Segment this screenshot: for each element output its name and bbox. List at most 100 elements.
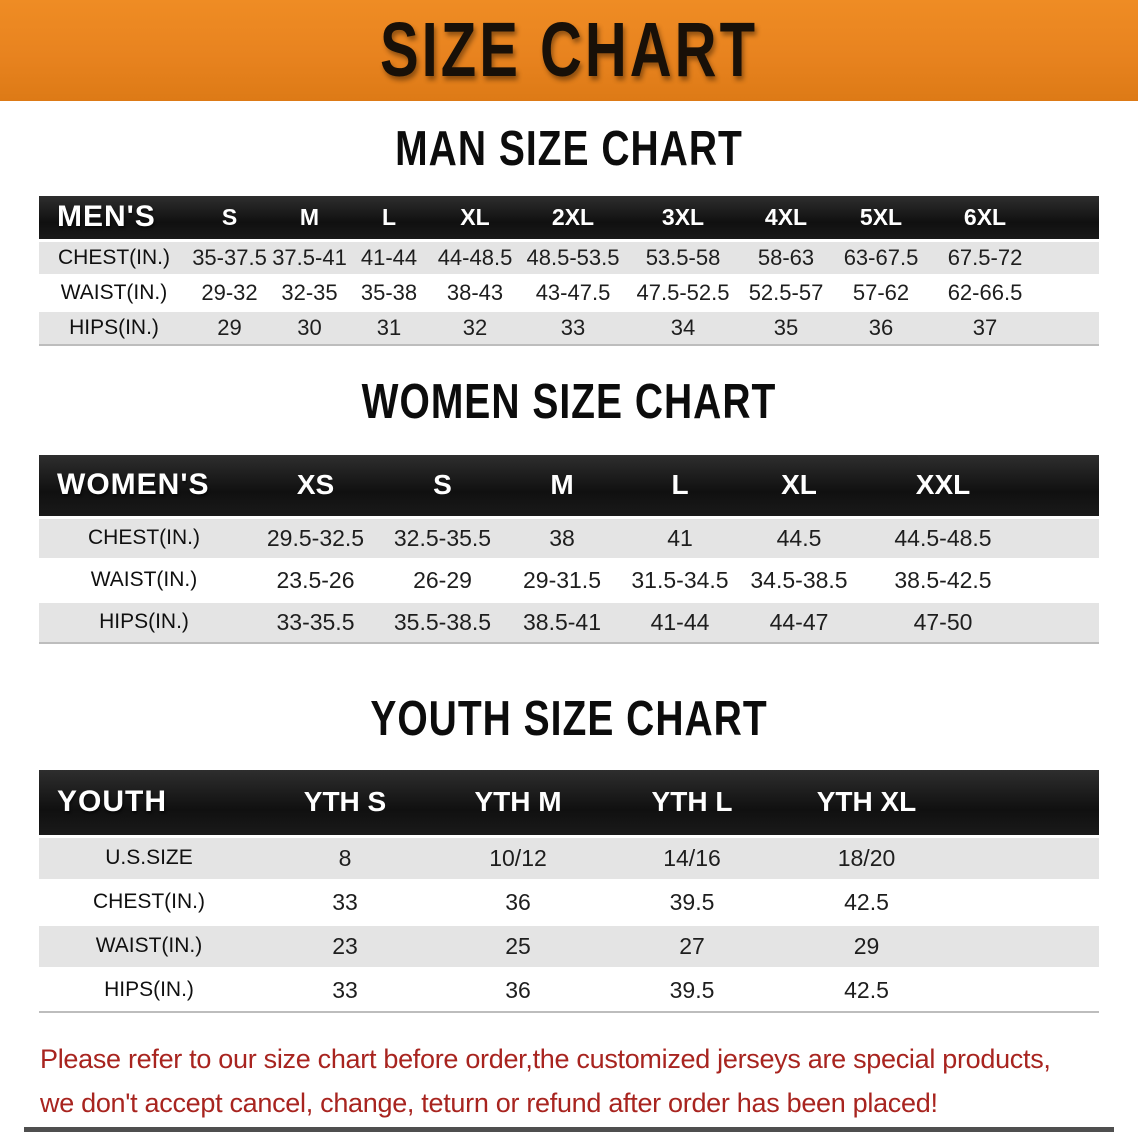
youth-section-title: YOUTH SIZE CHART — [0, 693, 1138, 747]
size-value: 36 — [505, 976, 531, 1003]
spacer-cell — [1027, 601, 1099, 643]
women-header-row: WOMEN'S XS S M L XL XXL — [39, 455, 1099, 517]
size-value: 29.5-32.5 — [266, 524, 365, 551]
table-row: CHEST(IN.) 35-37.5 37.5-41 41-44 44-48.5… — [39, 240, 1099, 275]
col-header: 5XL — [859, 203, 903, 230]
col-header: XXL — [915, 469, 971, 501]
size-value: 33-35.5 — [276, 608, 355, 635]
col-header: M — [550, 469, 574, 501]
size-value: 26-29 — [413, 566, 472, 593]
size-value: 36 — [868, 314, 894, 340]
size-value: 37 — [972, 314, 998, 340]
size-value: 38-43 — [446, 279, 504, 305]
spacer-cell — [1039, 275, 1099, 310]
size-value: 39.5 — [669, 888, 715, 915]
size-value: 32-35 — [281, 279, 338, 305]
table-row: CHEST(IN.) 29.5-32.5 32.5-35.5 38 41 44.… — [39, 517, 1099, 559]
table-row: HIPS(IN.) 33-35.5 35.5-38.5 38.5-41 41-4… — [39, 601, 1099, 643]
size-value: 34.5-38.5 — [750, 566, 848, 593]
size-value: 32 — [462, 314, 488, 340]
row-label: WAIST(IN.) — [95, 934, 203, 957]
size-value: 44.5-48.5 — [894, 524, 992, 551]
size-value: 23.5-26 — [276, 566, 355, 593]
table-row: WAIST(IN.) 23.5-26 26-29 29-31.5 31.5-34… — [39, 559, 1099, 601]
size-value: 58-63 — [757, 244, 815, 270]
size-value: 35-37.5 — [192, 244, 267, 270]
spacer-cell — [1039, 240, 1099, 275]
size-value: 38.5-42.5 — [894, 566, 992, 593]
row-label: CHEST(IN.) — [88, 526, 200, 549]
size-value: 48.5-53.5 — [526, 244, 620, 270]
size-value: 47-50 — [913, 608, 973, 635]
col-header: XL — [781, 469, 817, 501]
table-row: HIPS(IN.) 29 30 31 32 33 34 35 36 37 — [39, 310, 1099, 345]
spacer-cell — [954, 880, 1099, 924]
row-label: HIPS(IN.) — [99, 610, 189, 634]
youth-size-table: YOUTH YTH S YTH M YTH L YTH XL U.S.SIZE … — [39, 770, 1099, 1013]
note-line-1: Please refer to our size chart before or… — [40, 1044, 1051, 1074]
spacer-cell — [1039, 196, 1099, 240]
size-value: 14/16 — [663, 844, 721, 871]
size-value: 57-62 — [852, 279, 910, 305]
size-value: 62-66.5 — [947, 279, 1023, 305]
col-header: L — [381, 203, 397, 230]
row-label: CHEST(IN.) — [93, 890, 205, 913]
size-value: 32.5-35.5 — [393, 524, 492, 551]
size-value: 10/12 — [489, 844, 547, 871]
size-value: 18/20 — [837, 844, 896, 871]
size-value: 36 — [505, 888, 531, 915]
table-row: HIPS(IN.) 33 36 39.5 42.5 — [39, 968, 1099, 1012]
women-section-title-text: WOMEN SIZE CHART — [361, 375, 777, 430]
table-row: WAIST(IN.) 29-32 32-35 35-38 38-43 43-47… — [39, 275, 1099, 310]
spacer-cell — [1027, 517, 1099, 559]
note-line-2: we don't accept cancel, change, teturn o… — [40, 1088, 938, 1118]
size-value: 31 — [376, 314, 402, 340]
size-value: 42.5 — [844, 976, 889, 1003]
row-label: HIPS(IN.) — [104, 978, 194, 1002]
row-label: HIPS(IN.) — [69, 315, 159, 339]
youth-header-row: YOUTH YTH S YTH M YTH L YTH XL — [39, 770, 1099, 836]
col-header: 3XL — [661, 203, 705, 230]
size-value: 29 — [217, 314, 242, 340]
size-value: 25 — [505, 932, 531, 959]
row-label: U.S.SIZE — [105, 846, 193, 869]
table-name: MEN'S — [57, 200, 156, 234]
size-value: 29-32 — [201, 279, 258, 305]
size-value: 41-44 — [650, 608, 710, 635]
size-value: 29-31.5 — [522, 566, 601, 593]
spacer-cell — [954, 968, 1099, 1012]
col-header: XL — [460, 203, 490, 230]
col-header: 4XL — [764, 203, 808, 230]
spacer-cell — [1039, 310, 1099, 345]
table-row: WAIST(IN.) 23 25 27 29 — [39, 924, 1099, 968]
size-value: 30 — [297, 314, 322, 340]
col-header: YTH M — [474, 786, 562, 818]
table-name: WOMEN'S — [57, 468, 210, 502]
size-value: 42.5 — [844, 888, 889, 915]
size-value: 53.5-58 — [645, 244, 721, 270]
size-value: 35 — [773, 314, 799, 340]
size-value: 29 — [853, 932, 880, 959]
size-chart-banner: SIZE CHART — [0, 0, 1138, 101]
size-value: 35.5-38.5 — [393, 608, 492, 635]
bottom-edge-strip — [24, 1127, 1114, 1132]
col-header: 6XL — [963, 203, 1007, 230]
men-section-title: MAN SIZE CHART — [0, 123, 1138, 177]
size-value: 33 — [332, 976, 358, 1003]
spacer-cell — [954, 924, 1099, 968]
size-value: 38 — [549, 524, 575, 551]
row-label: CHEST(IN.) — [58, 245, 170, 269]
size-value: 38.5-41 — [522, 608, 601, 635]
size-value: 44-47 — [769, 608, 829, 635]
size-value: 39.5 — [669, 976, 715, 1003]
row-label: WAIST(IN.) — [60, 280, 168, 304]
disclaimer-note: Please refer to our size chart before or… — [40, 1037, 1138, 1125]
men-header-row: MEN'S S M L XL 2XL 3XL 4XL 5XL 6XL — [39, 196, 1099, 240]
size-value: 35-38 — [360, 279, 418, 305]
size-value: 8 — [338, 844, 352, 871]
col-header: S — [221, 203, 238, 230]
men-size-table: MEN'S S M L XL 2XL 3XL 4XL 5XL 6XL CHEST… — [39, 196, 1099, 346]
size-value: 43-47.5 — [535, 279, 611, 305]
size-value: 23 — [332, 932, 358, 959]
size-value: 47.5-52.5 — [636, 279, 730, 305]
